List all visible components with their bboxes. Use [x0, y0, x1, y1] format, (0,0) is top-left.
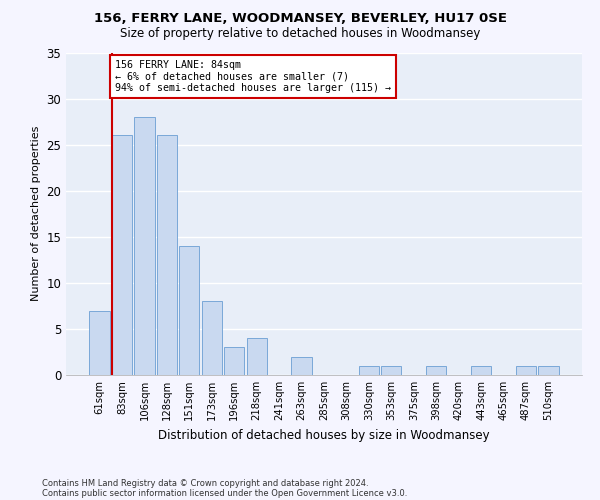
Text: 156 FERRY LANE: 84sqm
← 6% of detached houses are smaller (7)
94% of semi-detach: 156 FERRY LANE: 84sqm ← 6% of detached h… [115, 60, 391, 93]
Text: 156, FERRY LANE, WOODMANSEY, BEVERLEY, HU17 0SE: 156, FERRY LANE, WOODMANSEY, BEVERLEY, H… [94, 12, 506, 26]
Bar [112, 136, 132, 375]
Bar [538, 366, 559, 375]
Bar [381, 366, 401, 375]
Bar [202, 302, 222, 375]
Bar [426, 366, 446, 375]
Bar [247, 338, 267, 375]
Bar [292, 356, 311, 375]
Bar [359, 366, 379, 375]
Text: Contains HM Land Registry data © Crown copyright and database right 2024.: Contains HM Land Registry data © Crown c… [42, 478, 368, 488]
Bar [516, 366, 536, 375]
Text: Contains public sector information licensed under the Open Government Licence v3: Contains public sector information licen… [42, 488, 407, 498]
Bar [134, 117, 155, 375]
X-axis label: Distribution of detached houses by size in Woodmansey: Distribution of detached houses by size … [158, 428, 490, 442]
Bar [471, 366, 491, 375]
Bar [89, 310, 110, 375]
Bar [157, 136, 177, 375]
Text: Size of property relative to detached houses in Woodmansey: Size of property relative to detached ho… [120, 28, 480, 40]
Bar [179, 246, 199, 375]
Y-axis label: Number of detached properties: Number of detached properties [31, 126, 41, 302]
Bar [224, 348, 244, 375]
